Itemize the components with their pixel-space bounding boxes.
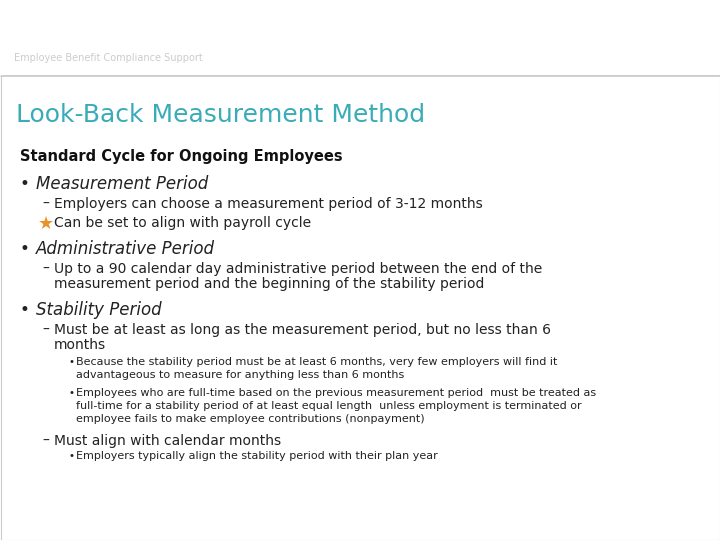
Text: Must be at least as long as the measurement period, but no less than 6: Must be at least as long as the measurem… — [54, 322, 551, 336]
Text: •: • — [68, 388, 74, 397]
Text: Employers can choose a measurement period of 3-12 months: Employers can choose a measurement perio… — [54, 197, 482, 211]
Text: Must align with calendar months: Must align with calendar months — [54, 434, 281, 448]
Text: ★: ★ — [38, 214, 54, 233]
Text: Benefit Comply: Benefit Comply — [14, 15, 254, 42]
Text: employee fails to make employee contributions (nonpayment): employee fails to make employee contribu… — [76, 414, 425, 423]
Text: –: – — [42, 434, 49, 448]
Text: •: • — [68, 356, 74, 367]
Text: Standard Cycle for Ongoing Employees: Standard Cycle for Ongoing Employees — [20, 148, 343, 164]
Text: Employers typically align the stability period with their plan year: Employers typically align the stability … — [76, 450, 438, 461]
Text: Employees who are full-time based on the previous measurement period  must be tr: Employees who are full-time based on the… — [76, 388, 596, 397]
Text: Measurement Period: Measurement Period — [36, 174, 208, 193]
Text: Can be set to align with payroll cycle: Can be set to align with payroll cycle — [54, 215, 311, 230]
Text: full-time for a stability period of at least equal length  unless employment is : full-time for a stability period of at l… — [76, 401, 582, 410]
Text: •: • — [20, 174, 30, 193]
Text: Employee Benefit Compliance Support: Employee Benefit Compliance Support — [14, 53, 203, 63]
Text: Administrative Period: Administrative Period — [36, 240, 215, 258]
Text: –: – — [42, 322, 49, 336]
Text: Stability Period: Stability Period — [36, 301, 161, 319]
Text: Up to a 90 calendar day administrative period between the end of the: Up to a 90 calendar day administrative p… — [54, 261, 542, 275]
Text: •: • — [20, 301, 30, 319]
Text: –: – — [42, 197, 49, 211]
Text: –: – — [42, 261, 49, 275]
Text: measurement period and the beginning of the stability period: measurement period and the beginning of … — [54, 276, 485, 291]
Text: Because the stability period must be at least 6 months, very few employers will : Because the stability period must be at … — [76, 356, 557, 367]
Text: Look-Back Measurement Method: Look-Back Measurement Method — [16, 103, 425, 126]
Text: •: • — [20, 240, 30, 258]
Text: advantageous to measure for anything less than 6 months: advantageous to measure for anything les… — [76, 369, 404, 380]
Text: •: • — [68, 450, 74, 461]
Text: months: months — [54, 338, 106, 352]
